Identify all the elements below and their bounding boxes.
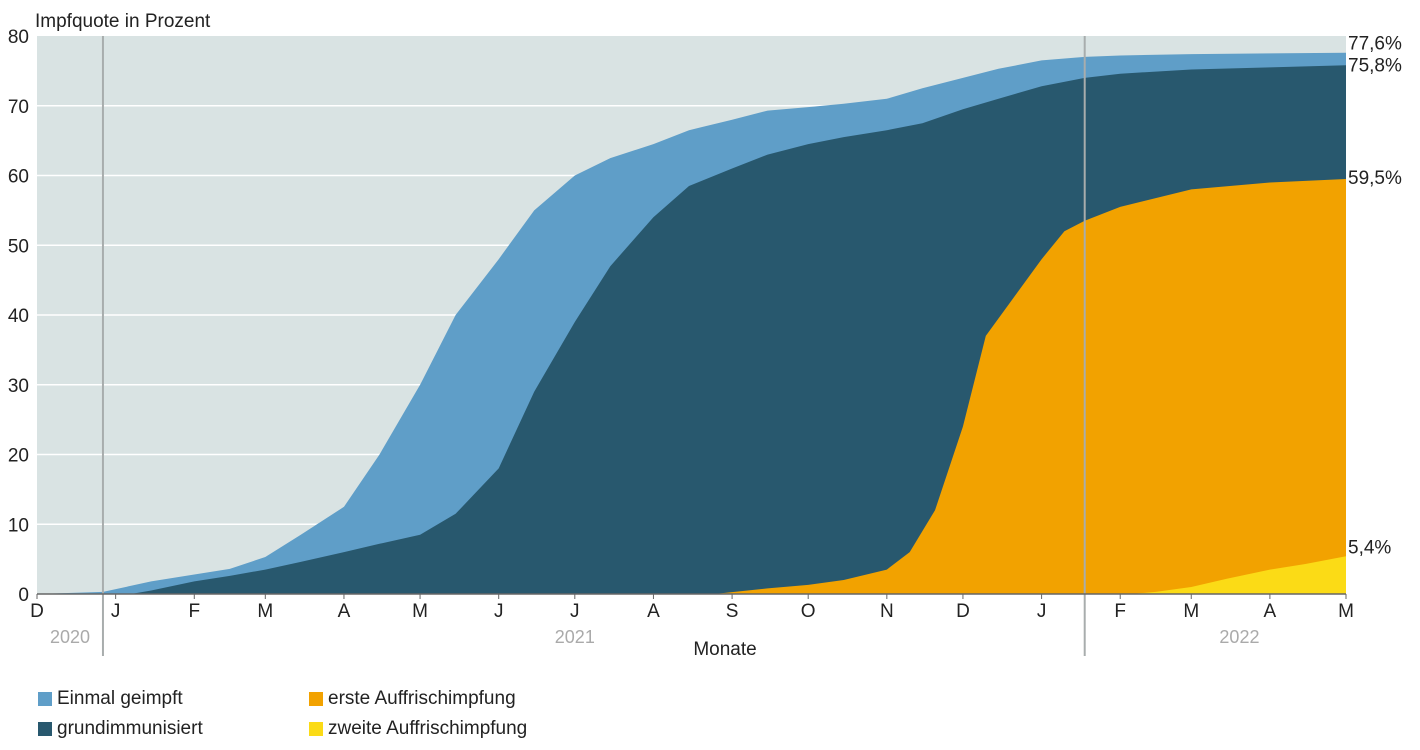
x-tick-label: D bbox=[956, 601, 970, 622]
legend-swatch bbox=[38, 692, 52, 706]
legend-label: zweite Auffrischimpfung bbox=[328, 718, 528, 739]
y-tick-label: 50 bbox=[8, 236, 29, 257]
y-tick-label: 80 bbox=[8, 27, 29, 48]
legend-item-grundimmunisiert: grundimmunisiert bbox=[38, 718, 203, 740]
y-tick-label: 20 bbox=[8, 446, 29, 467]
legend-label: Einmal geimpft bbox=[57, 688, 183, 709]
x-tick-label: F bbox=[1114, 601, 1126, 622]
x-tick-label: M bbox=[412, 601, 428, 622]
y-axis-title: Impfquote in Prozent bbox=[35, 11, 211, 32]
legend-swatch bbox=[309, 692, 323, 706]
legend-swatch bbox=[38, 722, 52, 736]
y-tick-label: 60 bbox=[8, 167, 29, 188]
x-tick-label: M bbox=[1183, 601, 1199, 622]
legend-label: grundimmunisiert bbox=[57, 718, 203, 739]
y-tick-label: 0 bbox=[18, 585, 29, 606]
y-tick-label: 40 bbox=[8, 306, 29, 327]
x-tick-label: A bbox=[647, 601, 660, 622]
x-tick-label: D bbox=[30, 601, 44, 622]
legend-label: erste Auffrischimpfung bbox=[328, 688, 516, 709]
y-tick-label: 10 bbox=[8, 515, 29, 536]
year-label: 2021 bbox=[555, 627, 595, 647]
x-tick-label: J bbox=[111, 601, 121, 622]
legend-item-einmal-geimpft: Einmal geimpft bbox=[38, 688, 183, 710]
area-series-4 bbox=[37, 556, 1346, 594]
legend-item-erste-auffrischimpfung: erste Auffrischimpfung bbox=[309, 688, 516, 710]
end-value-label: 77,6% bbox=[1348, 34, 1402, 55]
y-tick-label: 70 bbox=[8, 97, 29, 118]
end-value-label: 75,8% bbox=[1348, 55, 1402, 76]
x-tick-label: A bbox=[1264, 601, 1277, 622]
x-tick-label: N bbox=[880, 601, 894, 622]
end-value-label: 59,5% bbox=[1348, 168, 1402, 189]
x-tick-label: M bbox=[1338, 601, 1354, 622]
x-tick-label: A bbox=[338, 601, 351, 622]
x-tick-label: S bbox=[726, 601, 739, 622]
legend-item-zweite-auffrischimpfung: zweite Auffrischimpfung bbox=[309, 718, 527, 740]
x-tick-label: J bbox=[1037, 601, 1047, 622]
x-tick-label: F bbox=[188, 601, 200, 622]
legend: Einmal geimpft grundimmunisiert erste Au… bbox=[38, 688, 658, 744]
year-label: 2022 bbox=[1219, 627, 1259, 647]
x-axis-title: Monate bbox=[693, 639, 756, 660]
x-tick-label: J bbox=[570, 601, 580, 622]
x-tick-label: M bbox=[257, 601, 273, 622]
y-tick-label: 30 bbox=[8, 376, 29, 397]
x-tick-label: J bbox=[494, 601, 504, 622]
year-label: 2020 bbox=[50, 627, 90, 647]
legend-swatch bbox=[309, 722, 323, 736]
end-value-label: 5,4% bbox=[1348, 537, 1391, 558]
x-tick-label: O bbox=[801, 601, 816, 622]
area-series-3 bbox=[37, 179, 1346, 594]
